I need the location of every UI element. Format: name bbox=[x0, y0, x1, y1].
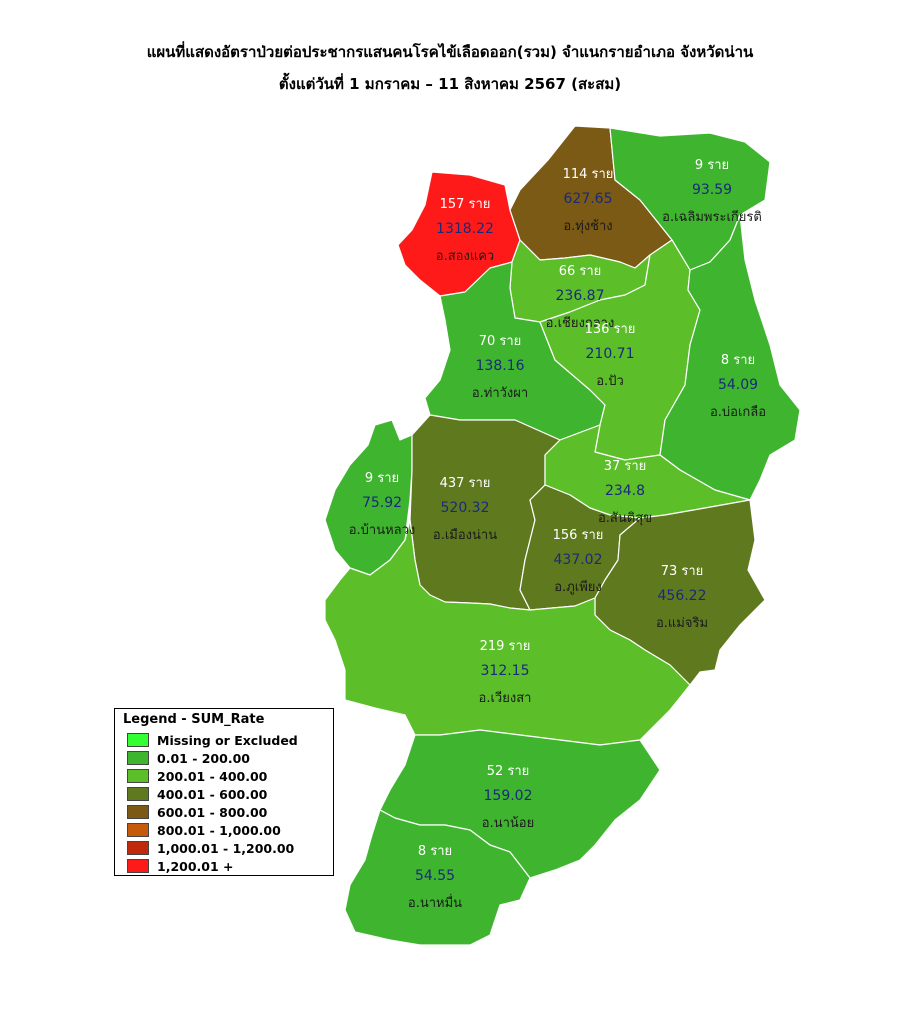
district-rate: 234.8 bbox=[605, 483, 645, 499]
district-rate: 54.09 bbox=[718, 377, 758, 393]
legend-swatch bbox=[127, 769, 149, 783]
district-case-count: 8 ราย bbox=[418, 844, 452, 859]
map-title-line2: ตั้งแต่วันที่ 1 มกราคม – 11 สิงหาคม 2567… bbox=[278, 75, 622, 93]
district-name-label: อ.เฉลิมพระเกียรติ bbox=[662, 209, 762, 225]
district-case-count: 156 ราย bbox=[553, 528, 604, 543]
district-rate: 210.71 bbox=[586, 346, 635, 362]
district-case-count: 9 ราย bbox=[695, 158, 729, 173]
legend-swatch bbox=[127, 733, 149, 747]
district-rate: 138.16 bbox=[476, 358, 525, 374]
legend-swatch bbox=[127, 805, 149, 819]
district-case-count: 8 ราย bbox=[721, 353, 755, 368]
district-case-count: 70 ราย bbox=[479, 334, 522, 349]
district-maecharim[interactable] bbox=[594, 499, 766, 686]
legend-item: 1,000.01 - 1,200.00 bbox=[127, 840, 294, 856]
district-name-label: อ.บ่อเกลือ bbox=[710, 404, 766, 420]
district-name-label: อ.สองแคว bbox=[436, 249, 494, 264]
district-case-count: 114 ราย bbox=[563, 167, 614, 182]
district-case-count: 157 ราย bbox=[440, 197, 491, 212]
district-rate: 627.65 bbox=[564, 191, 613, 207]
district-name-label: อ.ท่าวังผา bbox=[472, 386, 528, 401]
district-rate: 520.32 bbox=[441, 500, 490, 516]
district-rate: 236.87 bbox=[556, 288, 605, 304]
map-legend: Legend - SUM_Rate Missing or Excluded 0.… bbox=[114, 708, 334, 876]
district-name-label: อ.นาน้อย bbox=[482, 816, 534, 831]
district-rate: 1318.22 bbox=[436, 221, 494, 237]
district-name-label: อ.สันติสุข bbox=[598, 511, 652, 526]
legend-item: 600.01 - 800.00 bbox=[127, 804, 267, 820]
legend-swatch bbox=[127, 859, 149, 873]
district-case-count: 52 ราย bbox=[487, 764, 530, 779]
legend-item: 800.01 - 1,000.00 bbox=[127, 822, 281, 838]
legend-title: Legend - SUM_Rate bbox=[123, 712, 265, 727]
district-name-label: อ.ทุ่งช้าง bbox=[563, 219, 612, 234]
district-name-label: อ.แม่จริม bbox=[656, 616, 708, 631]
legend-item: 400.01 - 600.00 bbox=[127, 786, 267, 802]
district-name-label: อ.ปัว bbox=[596, 374, 624, 389]
district-rate: 93.59 bbox=[692, 182, 732, 198]
district-rate: 456.22 bbox=[658, 588, 707, 604]
district-case-count: 219 ราย bbox=[480, 639, 531, 654]
district-bokluea[interactable] bbox=[659, 214, 801, 501]
map-title-line1: แผนที่แสดงอัตราป่วยต่อประชากรแสนคนโรคไข้… bbox=[146, 43, 754, 61]
district-wiangsa[interactable] bbox=[324, 519, 691, 746]
district-case-count: 73 ราย bbox=[661, 564, 704, 579]
legend-swatch bbox=[127, 841, 149, 855]
district-name-label: อ.เวียงสา bbox=[479, 690, 532, 706]
legend-item: Missing or Excluded bbox=[127, 732, 298, 748]
legend-item: 0.01 - 200.00 bbox=[127, 750, 250, 766]
legend-swatch bbox=[127, 787, 149, 801]
district-case-count: 66 ราย bbox=[559, 264, 602, 279]
district-rate: 75.92 bbox=[362, 495, 402, 511]
district-name-label: อ.นาหมื่น bbox=[408, 894, 462, 911]
district-name-label: อ.เชียงกลาง bbox=[546, 315, 615, 331]
legend-item: 200.01 - 400.00 bbox=[127, 768, 267, 784]
district-rate: 54.55 bbox=[415, 868, 455, 884]
district-name-label: อ.ภูเพียง bbox=[554, 579, 602, 595]
district-case-count: 136 ราย bbox=[585, 322, 636, 337]
district-rate: 312.15 bbox=[481, 663, 530, 679]
district-name-label: อ.บ้านหลวง bbox=[349, 523, 416, 538]
legend-swatch bbox=[127, 823, 149, 837]
district-name-label: อ.เมืองน่าน bbox=[433, 527, 497, 543]
district-case-count: 437 ราย bbox=[440, 476, 491, 491]
district-case-count: 9 ราย bbox=[365, 471, 399, 486]
district-rate: 159.02 bbox=[484, 788, 533, 804]
district-rate: 437.02 bbox=[554, 552, 603, 568]
district-namuen[interactable] bbox=[344, 809, 531, 946]
legend-swatch bbox=[127, 751, 149, 765]
legend-item: 1,200.01 + bbox=[127, 858, 234, 874]
district-case-count: 37 ราย bbox=[604, 459, 647, 474]
